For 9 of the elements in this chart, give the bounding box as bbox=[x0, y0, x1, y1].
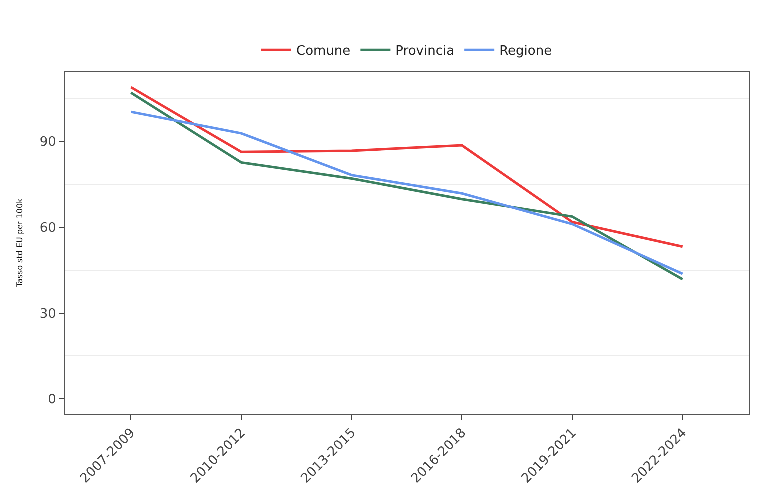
y-tick-label: 0 bbox=[48, 392, 56, 408]
legend-label: Provincia bbox=[396, 44, 455, 60]
y-axis-title: Tasso std EU per 100k bbox=[16, 198, 25, 288]
y-tick-label: 60 bbox=[40, 220, 56, 236]
y-tick-label: 30 bbox=[40, 306, 56, 322]
legend-label: Regione bbox=[500, 44, 552, 60]
legend-label: Comune bbox=[296, 44, 351, 60]
line-series bbox=[130, 86, 684, 248]
y-tick-label: 90 bbox=[40, 135, 56, 150]
